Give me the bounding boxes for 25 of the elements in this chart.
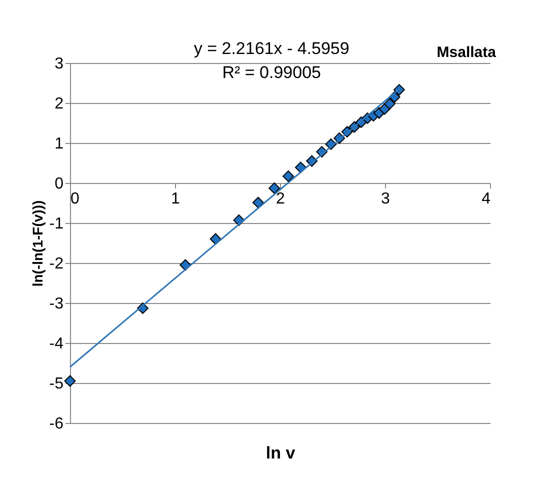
y-tick-label: -1 (49, 216, 64, 232)
y-tick-label: 1 (54, 136, 64, 152)
point (252, 196, 264, 208)
y-tick-label: 0 (54, 176, 64, 192)
text: y = 2.2161x - 4.5959 (194, 39, 350, 58)
y-tick-label: -4 (49, 336, 64, 352)
x-axis-title: ln v (266, 444, 296, 462)
annotation: R² = 0.99005 (222, 63, 321, 82)
chart-title: Msallata (436, 44, 497, 61)
x-tick-label: 4 (482, 190, 491, 208)
y-tick-label: -5 (49, 376, 64, 392)
y-axis-title: ln(-ln(1-F(v))) (29, 200, 46, 287)
point (268, 182, 280, 194)
x-tick-label: 1 (171, 190, 180, 208)
y-tick-label: -2 (49, 256, 64, 272)
x-tick-label: 3 (381, 190, 390, 208)
y-tick-label: 3 (54, 56, 64, 72)
y-tick-label: 2 (54, 96, 64, 112)
point (282, 170, 294, 182)
y-tick-label: -3 (49, 296, 64, 312)
point (64, 375, 76, 387)
point (384, 98, 396, 110)
x-tick-label: 2 (276, 190, 286, 208)
x-tick-label: 0 (70, 190, 80, 208)
y-tick-label: -6 (49, 416, 64, 432)
